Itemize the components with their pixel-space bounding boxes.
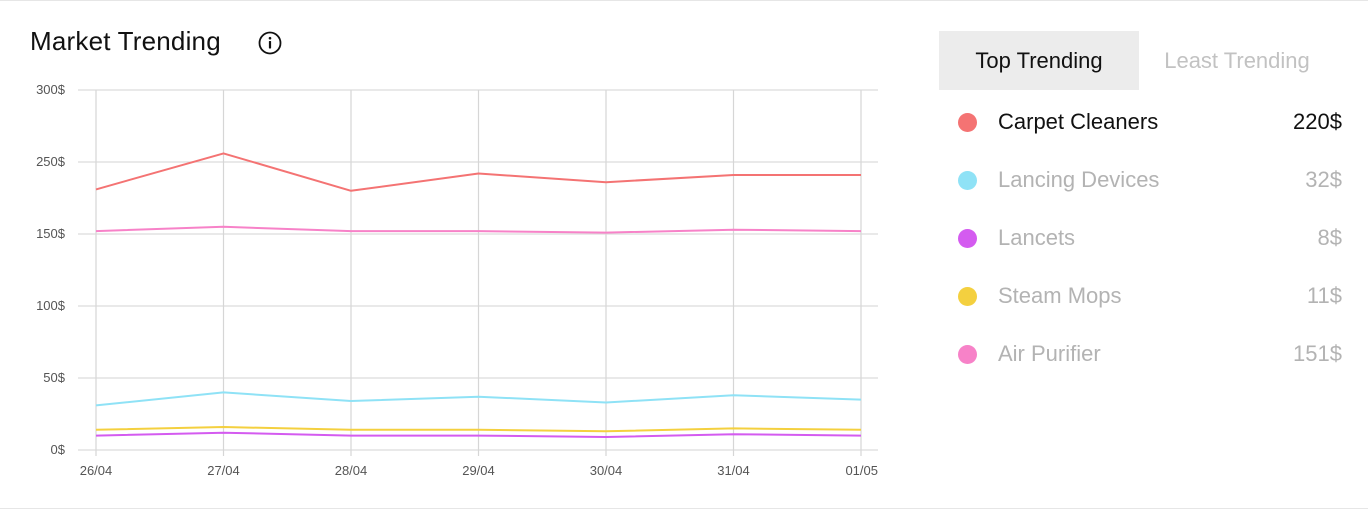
x-tick-label: 31/04 (717, 463, 750, 478)
series-line-lancing-devices (95, 391, 862, 407)
x-tick-label: 27/04 (207, 463, 240, 478)
chart-series (95, 152, 862, 438)
y-tick-label: 0$ (51, 442, 66, 457)
card-bottom-border (0, 508, 1368, 509)
legend-item-lancing-devices[interactable]: Lancing Devices 32$ (958, 151, 1342, 209)
legend-dot (958, 344, 977, 364)
series-line-lancets (95, 431, 862, 438)
legend-label: Air Purifier (998, 341, 1101, 366)
legend-item-steam-mops[interactable]: Steam Mops 11$ (958, 267, 1342, 325)
tab-least-trending[interactable]: Least Trending (1164, 48, 1310, 73)
legend-item-carpet-cleaners[interactable]: Carpet Cleaners 220$ (958, 93, 1342, 151)
y-tick-label: 250$ (36, 154, 66, 169)
x-tick-label: 29/04 (462, 463, 495, 478)
card-top-border (0, 0, 1368, 1)
y-tick-label: 50$ (43, 370, 65, 385)
y-tick-label: 100$ (36, 298, 66, 313)
series-line-carpet-cleaners (95, 152, 861, 192)
info-circle-icon[interactable] (258, 31, 282, 55)
legend-dot (958, 112, 977, 132)
legend-label: Steam Mops (998, 283, 1122, 308)
tab-top-trending[interactable]: Top Trending (939, 31, 1139, 90)
chart-grid (78, 89, 878, 456)
legend-label: Lancing Devices (998, 167, 1160, 192)
x-tick-label: 30/04 (590, 463, 623, 478)
legend-value: 32$ (1305, 167, 1342, 192)
x-tick-label: 28/04 (335, 463, 368, 478)
series-line-air-purifier (95, 225, 862, 234)
legend-value: 151$ (1293, 341, 1342, 366)
legend-label: Carpet Cleaners (998, 109, 1159, 134)
trend-tabs: Top Trending Least Trending (939, 31, 1335, 90)
legend-value: 11$ (1306, 283, 1342, 308)
legend-label: Lancets (998, 225, 1076, 250)
legend-item-air-purifier[interactable]: Air Purifier 151$ (958, 325, 1342, 383)
legend-dot (958, 286, 977, 306)
legend-list: Carpet Cleaners 220$ Lancing Devices 32$… (958, 93, 1342, 383)
y-tick-label: 150$ (36, 226, 66, 241)
legend-value: 8$ (1317, 225, 1342, 250)
x-tick-label: 26/04 (80, 463, 113, 478)
legend-value: 220$ (1293, 109, 1342, 134)
line-chart: 0$ 50$ 100$ 150$ 250$ 300$ 26/04 27/04 28/04 29/0… (36, 82, 878, 478)
legend-item-lancets[interactable]: Lancets 8$ (958, 209, 1342, 267)
x-tick-label: 01/05 (845, 463, 878, 478)
series-line-steam-mops (95, 426, 862, 433)
chart-title: Market Trending (30, 26, 221, 56)
legend-dot (958, 228, 977, 248)
legend-dot (958, 170, 977, 190)
chart-axes: 0$ 50$ 100$ 150$ 250$ 300$ 26/04 27/04 28/04 29/0… (36, 82, 878, 478)
y-tick-label: 300$ (36, 82, 66, 97)
